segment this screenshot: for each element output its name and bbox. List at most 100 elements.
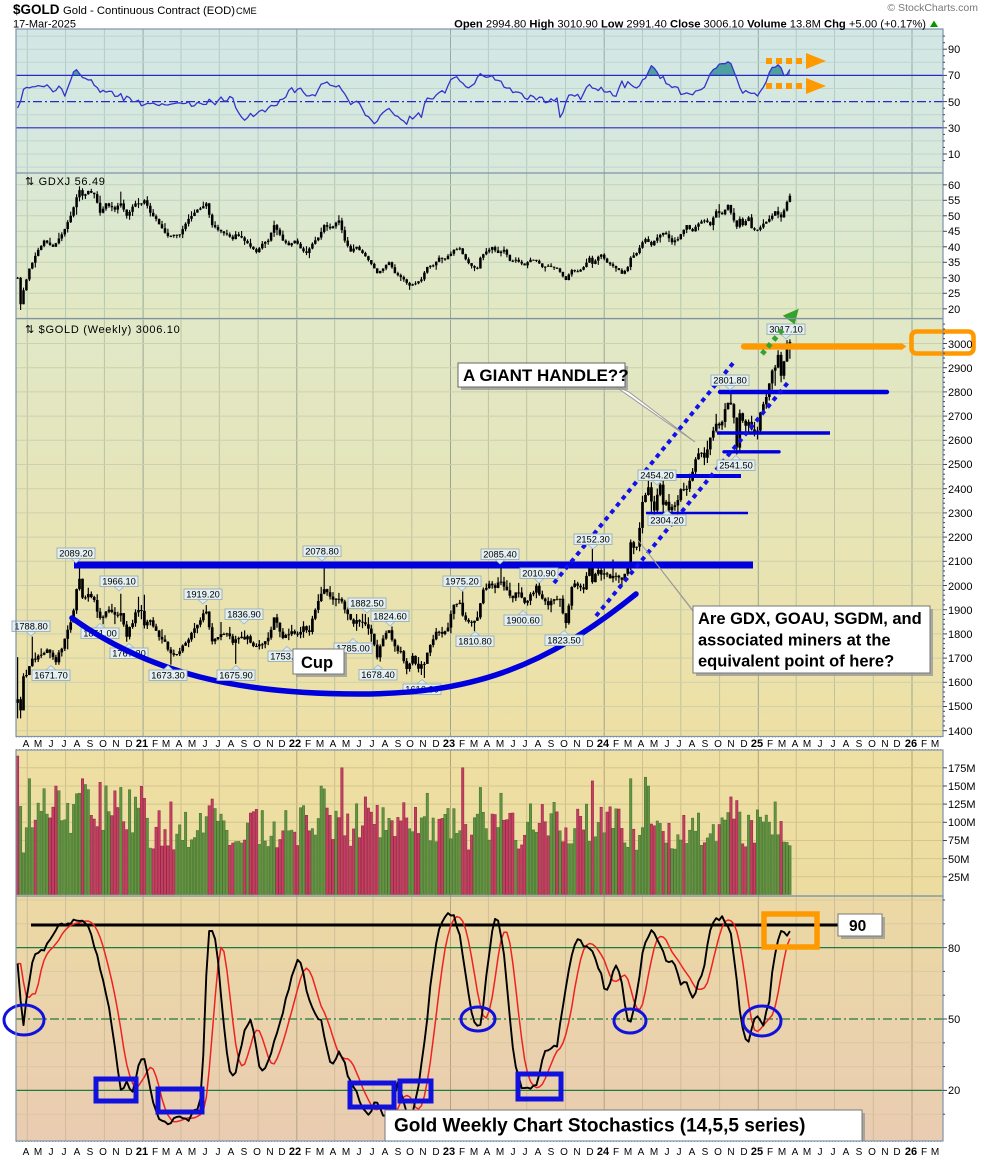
svg-text:2200: 2200 <box>948 532 972 544</box>
svg-text:J: J <box>49 739 54 750</box>
svg-text:1673.30: 1673.30 <box>151 671 185 681</box>
svg-text:A: A <box>843 1147 850 1158</box>
svg-text:M: M <box>803 739 811 750</box>
svg-text:D: D <box>125 1147 132 1158</box>
svg-text:M: M <box>931 739 939 750</box>
svg-text:A: A <box>330 739 337 750</box>
svg-text:F: F <box>305 1147 311 1158</box>
svg-text:J: J <box>818 739 823 750</box>
svg-text:O: O <box>714 739 722 750</box>
svg-text:D: D <box>893 739 900 750</box>
svg-text:M: M <box>803 1147 811 1158</box>
svg-text:A: A <box>23 739 30 750</box>
svg-text:25: 25 <box>948 288 960 300</box>
svg-text:2078.80: 2078.80 <box>305 547 339 557</box>
svg-text:⇅ GDXJ 56.49: ⇅ GDXJ 56.49 <box>25 176 106 188</box>
svg-text:80: 80 <box>948 943 960 955</box>
svg-text:20: 20 <box>948 304 960 316</box>
svg-text:24: 24 <box>597 738 610 750</box>
svg-text:J: J <box>49 1147 54 1158</box>
svg-text:2100: 2100 <box>948 556 972 568</box>
svg-text:A: A <box>484 1147 491 1158</box>
svg-text:$GOLD: $GOLD <box>13 2 60 17</box>
svg-text:20: 20 <box>948 1085 960 1097</box>
svg-text:1785.00: 1785.00 <box>336 644 370 654</box>
svg-text:O: O <box>714 1147 722 1158</box>
svg-text:N: N <box>419 1147 426 1158</box>
svg-text:1810.80: 1810.80 <box>458 637 492 647</box>
svg-text:3000: 3000 <box>948 339 972 351</box>
svg-text:35: 35 <box>948 257 960 269</box>
svg-text:1675.90: 1675.90 <box>219 671 253 681</box>
svg-text:M: M <box>496 1147 504 1158</box>
svg-text:A: A <box>843 739 850 750</box>
svg-text:1900: 1900 <box>948 605 972 617</box>
svg-text:A: A <box>535 739 542 750</box>
svg-text:A: A <box>792 739 799 750</box>
svg-text:M: M <box>34 739 42 750</box>
svg-text:O: O <box>99 739 107 750</box>
svg-text:25M: 25M <box>948 872 969 884</box>
svg-text:J: J <box>357 739 362 750</box>
svg-text:100M: 100M <box>948 817 976 829</box>
svg-text:30: 30 <box>948 273 960 285</box>
svg-text:J: J <box>203 739 208 750</box>
svg-text:J: J <box>511 739 516 750</box>
svg-text:A: A <box>74 1147 81 1158</box>
svg-text:M: M <box>470 739 478 750</box>
svg-text:F: F <box>152 739 158 750</box>
svg-text:D: D <box>432 739 439 750</box>
svg-text:J: J <box>831 739 836 750</box>
svg-text:S: S <box>702 1147 709 1158</box>
svg-text:N: N <box>266 739 273 750</box>
svg-text:M: M <box>162 1147 170 1158</box>
svg-text:N: N <box>419 739 426 750</box>
svg-text:1836.90: 1836.90 <box>227 610 261 620</box>
svg-text:S: S <box>87 1147 94 1158</box>
svg-text:2541.50: 2541.50 <box>719 461 753 471</box>
svg-text:O: O <box>253 1147 261 1158</box>
svg-text:M: M <box>342 1147 350 1158</box>
svg-text:F: F <box>152 1147 158 1158</box>
svg-text:75M: 75M <box>948 835 969 847</box>
svg-text:M: M <box>624 1147 632 1158</box>
svg-text:© StockCharts.com: © StockCharts.com <box>887 2 978 14</box>
svg-text:M: M <box>188 739 196 750</box>
svg-text:F: F <box>613 1147 619 1158</box>
svg-text:10: 10 <box>948 149 960 161</box>
svg-text:J: J <box>216 1147 221 1158</box>
svg-text:F: F <box>767 739 773 750</box>
svg-text:M: M <box>624 739 632 750</box>
svg-text:N: N <box>881 739 888 750</box>
svg-text:50: 50 <box>948 211 960 223</box>
svg-text:J: J <box>216 739 221 750</box>
svg-text:O: O <box>560 1147 568 1158</box>
svg-text:J: J <box>677 739 682 750</box>
svg-text:A: A <box>330 1147 337 1158</box>
svg-text:M: M <box>778 739 786 750</box>
svg-text:17-Mar-2025: 17-Mar-2025 <box>13 19 76 31</box>
svg-text:90: 90 <box>948 44 960 56</box>
svg-text:J: J <box>203 1147 208 1158</box>
svg-text:A: A <box>638 739 645 750</box>
svg-text:N: N <box>112 739 119 750</box>
svg-text:⇅ $GOLD (Weekly) 3006.10: ⇅ $GOLD (Weekly) 3006.10 <box>25 324 180 336</box>
svg-text:S: S <box>241 1147 248 1158</box>
svg-text:J: J <box>831 1147 836 1158</box>
svg-text:M: M <box>188 1147 196 1158</box>
svg-text:1700: 1700 <box>948 653 972 665</box>
svg-text:26: 26 <box>905 738 917 750</box>
svg-text:60: 60 <box>948 180 960 192</box>
svg-text:M: M <box>778 1147 786 1158</box>
svg-text:1400: 1400 <box>948 726 972 738</box>
svg-text:D: D <box>586 1147 593 1158</box>
svg-text:S: S <box>395 1147 402 1158</box>
svg-text:Open 2994.80 High 3010.90 Low: Open 2994.80 High 3010.90 Low 2991.40 Cl… <box>454 19 926 31</box>
svg-text:O: O <box>253 739 261 750</box>
svg-text:50: 50 <box>948 1014 960 1026</box>
svg-text:2900: 2900 <box>948 363 972 375</box>
svg-text:45: 45 <box>948 226 960 238</box>
svg-text:A: A <box>176 739 183 750</box>
svg-text:S: S <box>548 1147 555 1158</box>
svg-text:70: 70 <box>948 70 960 82</box>
